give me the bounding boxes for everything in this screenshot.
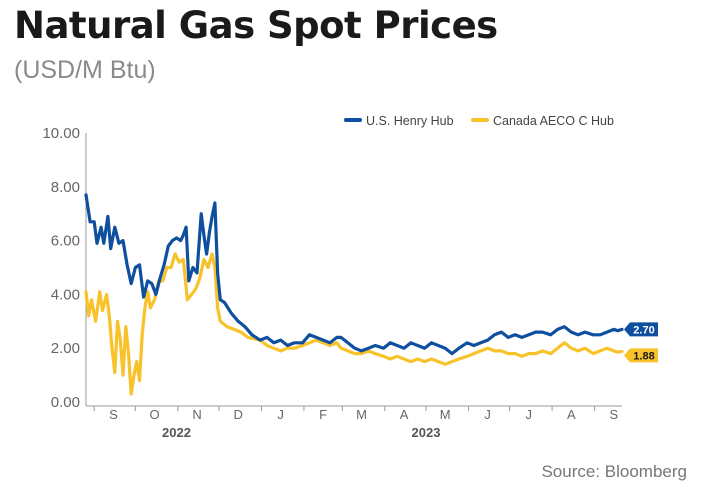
chart-title: Natural Gas Spot Prices [14, 4, 498, 47]
y-tick-label: 6.00 [51, 233, 80, 250]
y-tick-label: 10.00 [42, 125, 80, 142]
x-tick-label: S [109, 407, 118, 422]
y-tick-label: 4.00 [51, 286, 80, 303]
end-value-label: 1.88 [633, 350, 654, 362]
end-value-tag-shape [624, 348, 658, 363]
x-tick-label: A [567, 407, 576, 422]
legend: U.S. Henry Hub Canada AECO C Hub [344, 114, 614, 128]
x-tick-label: N [192, 407, 201, 422]
y-axis: 0.00 2.00 4.00 6.00 8.00 10.00 [42, 125, 87, 411]
series-line-canada-aeco [84, 252, 624, 396]
series-line-us-henry-hub [84, 193, 624, 356]
x-tick-label: S [609, 407, 618, 422]
x-tick-label: J [484, 407, 491, 422]
y-tick-label: 0.00 [51, 394, 80, 411]
y-tick-label: 8.00 [51, 179, 80, 196]
legend-label: Canada AECO C Hub [493, 114, 614, 128]
y-tick-label: 2.00 [51, 340, 80, 357]
x-tick-label: D [233, 407, 242, 422]
end-labels: 2.70 1.88 [624, 322, 658, 363]
x-tick-label: J [526, 407, 533, 422]
x-axis: S O N D J F M A M J J A S 2022 2023 [86, 405, 622, 440]
series-lines [84, 193, 624, 396]
x-tick-label: M [356, 407, 367, 422]
year-label: 2023 [412, 425, 441, 440]
chart-subtitle: (USD/M Btu) [14, 56, 156, 84]
legend-label: U.S. Henry Hub [366, 114, 454, 128]
source-note: Source: Bloomberg [541, 462, 687, 481]
x-tick-label: O [149, 407, 159, 422]
end-value-tag: 1.88 [624, 348, 658, 363]
x-tick-label: M [440, 407, 451, 422]
x-tick-label: F [319, 407, 327, 422]
year-label: 2022 [162, 425, 191, 440]
x-tick-label: J [277, 407, 284, 422]
x-tick-label: A [400, 407, 409, 422]
end-value-tag: 2.70 [624, 322, 658, 337]
end-value-tag-shape [624, 322, 658, 337]
end-value-label: 2.70 [633, 324, 654, 336]
